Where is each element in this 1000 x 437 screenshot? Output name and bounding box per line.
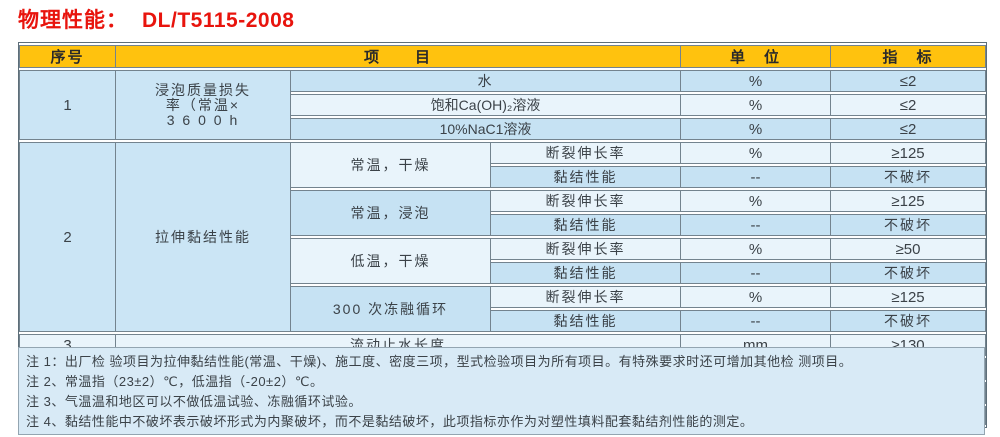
cell-subitem-elongation: 断裂伸长率: [491, 286, 682, 308]
cell-condition-normal-dry: 常温，干燥: [291, 142, 491, 188]
cell-subitem-bond: 黏结性能: [491, 262, 682, 284]
cell-unit: %: [681, 142, 832, 164]
cell-condition-low-dry: 低温，干燥: [291, 238, 491, 284]
col-header-unit: 单 位: [681, 45, 832, 68]
cell-unit: --: [681, 166, 832, 188]
cell-index: ≤2: [831, 94, 987, 116]
table-row: 低温，干燥 断裂伸长率 % ≥50: [19, 238, 987, 284]
cell-unit: %: [681, 286, 832, 308]
table-row: 300 次冻融循环 断裂伸长率 % ≥125: [19, 286, 987, 332]
col-header-item: 项 目: [116, 45, 682, 68]
cell-unit: %: [681, 118, 832, 140]
table-row: 黏结性能 -- 不破坏: [19, 166, 987, 188]
cell-index: 不破坏: [831, 166, 987, 188]
cell-index: ≤2: [831, 70, 987, 92]
cell-index: ≥125: [831, 286, 987, 308]
table-row: 饱和Ca(OH)₂溶液 % ≤2: [19, 94, 987, 116]
cell-subitem-elongation: 断裂伸长率: [491, 238, 682, 260]
cell-subitem-elongation: 断裂伸长率: [491, 190, 682, 212]
footnote-3: 注 3、气温温和地区可以不做低温试验、冻融循环试验。: [26, 394, 362, 409]
cell-subitem-bond: 黏结性能: [491, 214, 682, 236]
col-header-no: 序号: [19, 45, 116, 68]
col-header-index: 指 标: [831, 45, 987, 68]
cell-index: ≥125: [831, 190, 987, 212]
table-row: 1 浸泡质量损失 率（常温× 3 6 0 0 h 水 % ≤2: [19, 70, 987, 140]
cell-subitem-elongation: 断裂伸长率: [491, 142, 682, 164]
cell-subitem-bond: 黏结性能: [491, 310, 682, 332]
cell-index: ≤2: [831, 118, 987, 140]
cell-subitem-nacl: 10%NaC1溶液: [291, 118, 682, 140]
page-title: 物理性能： DL/T5115-2008: [18, 4, 294, 34]
footnote-2: 注 2、常温指（23±2）℃，低温指（-20±2）℃。: [26, 374, 324, 389]
cell-index: ≥50: [831, 238, 987, 260]
table-row: 10%NaC1溶液 % ≤2: [19, 118, 987, 140]
cell-unit: %: [681, 238, 832, 260]
footnote-4: 注 4、黏结性能中不破坏表示破坏形式为内聚破坏，而不是黏结破坏，此项指标亦作为对…: [26, 414, 754, 429]
cell-index: 不破坏: [831, 310, 987, 332]
cell-index: 不破坏: [831, 262, 987, 284]
cell-subitem-caoh2: 饱和Ca(OH)₂溶液: [291, 94, 682, 116]
cell-condition-normal-soaked: 常温，浸泡: [291, 190, 491, 236]
cell-unit: %: [681, 94, 832, 116]
page-title-label: 物理性能：: [18, 9, 128, 32]
header-row: 序号 项 目 单 位 指 标: [19, 45, 987, 68]
table-row: 黏结性能 -- 不破坏: [19, 214, 987, 236]
table-row: 黏结性能 -- 不破坏: [19, 310, 987, 332]
footnote-1: 注 1：出厂检 验项目为拉伸黏结性能(常温、干燥)、施工度、密度三项，型式检验项…: [26, 354, 853, 369]
table-row: 2 拉伸黏结性能 常温，干燥 断裂伸长率 % ≥125: [19, 142, 987, 332]
item-line: 浸泡质量损失: [155, 81, 251, 98]
cell-unit: --: [681, 310, 832, 332]
table-row: 黏结性能 -- 不破坏: [19, 262, 987, 284]
cell-unit: --: [681, 214, 832, 236]
item-line: 3 6 0 0 h: [166, 111, 240, 128]
cell-no-1: 1: [19, 70, 116, 140]
cell-no-2: 2: [19, 142, 116, 332]
item-line: 率（常温×: [165, 96, 241, 113]
cell-unit: %: [681, 70, 832, 92]
cell-index: 不破坏: [831, 214, 987, 236]
cell-subitem-water: 水: [291, 70, 682, 92]
cell-unit: --: [681, 262, 832, 284]
cell-item-immersion-loss: 浸泡质量损失 率（常温× 3 6 0 0 h: [116, 70, 291, 140]
cell-unit: %: [681, 190, 832, 212]
cell-condition-freeze-thaw: 300 次冻融循环: [291, 286, 491, 332]
table-row: 常温，浸泡 断裂伸长率 % ≥125: [19, 190, 987, 236]
cell-subitem-bond: 黏结性能: [491, 166, 682, 188]
footnotes-box: 注 1：出厂检 验项目为拉伸黏结性能(常温、干燥)、施工度、密度三项，型式检验项…: [18, 347, 985, 435]
standard-number: DL/T5115-2008: [142, 9, 295, 32]
cell-item-tensile-bond: 拉伸黏结性能: [116, 142, 291, 332]
cell-index: ≥125: [831, 142, 987, 164]
